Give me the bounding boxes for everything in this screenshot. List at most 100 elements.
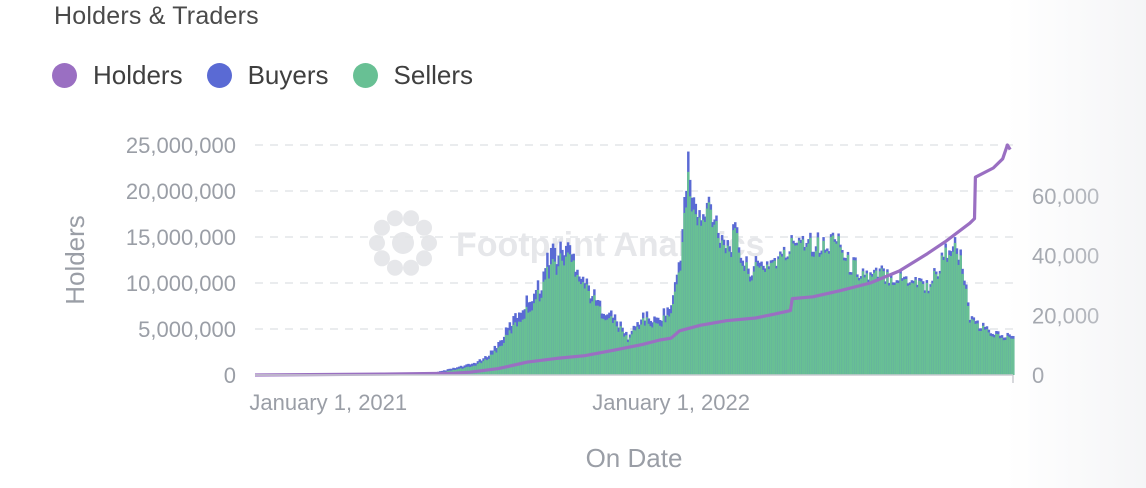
- bar-sellers: [987, 332, 991, 375]
- bar-sellers: [769, 263, 773, 375]
- bar-sellers: [568, 254, 572, 375]
- bar-sellers: [604, 320, 607, 375]
- bar-sellers: [641, 318, 645, 375]
- bar-sellers: [938, 273, 942, 375]
- bar-sellers: [713, 224, 716, 375]
- bar-sellers: [698, 217, 701, 375]
- legend-item-buyers[interactable]: Buyers: [206, 60, 329, 91]
- bar-sellers: [576, 274, 579, 375]
- bar-sellers: [950, 256, 953, 375]
- bar-sellers: [660, 326, 664, 375]
- bar-sellers: [533, 303, 536, 375]
- bar-sellers: [991, 336, 994, 375]
- bar-sellers: [504, 334, 508, 375]
- bar-sellers: [982, 325, 985, 375]
- bar-sellers: [486, 360, 489, 375]
- bar-sellers: [521, 319, 525, 375]
- bar-sellers: [628, 337, 632, 375]
- bar-sellers: [985, 329, 989, 375]
- bar-sellers: [677, 272, 681, 375]
- bar-sellers: [826, 251, 829, 375]
- bar-sellers: [538, 301, 542, 375]
- bar-sellers: [523, 318, 527, 375]
- bar-sellers: [792, 243, 795, 375]
- bar-sellers: [837, 236, 840, 375]
- bar-sellers: [980, 330, 983, 375]
- x-tick-label: January 1, 2021: [249, 390, 407, 415]
- bar-sellers: [491, 354, 495, 375]
- bar-sellers: [1000, 337, 1004, 375]
- bar-sellers: [572, 260, 575, 375]
- bar-sellers: [549, 264, 553, 375]
- bar-sellers: [976, 323, 979, 375]
- bar-sellers: [861, 271, 865, 375]
- bar-sellers: [512, 324, 515, 375]
- bar-sellers: [871, 276, 874, 375]
- bar-sellers: [852, 260, 855, 375]
- bar-sellers: [668, 316, 671, 375]
- bar-sellers: [561, 260, 564, 375]
- bar-sellers: [608, 318, 611, 375]
- bar-sellers: [1004, 339, 1008, 375]
- bar-sellers: [724, 253, 728, 375]
- bar-sellers: [696, 225, 699, 375]
- bar-sellers: [850, 274, 853, 375]
- bar-sellers: [478, 362, 482, 375]
- bar-sellers: [574, 276, 577, 375]
- bar-sellers: [811, 256, 814, 375]
- bar-sellers: [869, 275, 872, 375]
- bar-sellers: [929, 286, 932, 375]
- bar-sellers: [948, 255, 951, 375]
- legend-label-buyers: Buyers: [247, 60, 329, 90]
- bar-sellers: [715, 221, 718, 375]
- bar-sellers: [820, 254, 823, 375]
- bar-sellers: [482, 361, 485, 375]
- bar-sellers: [579, 283, 583, 375]
- bar-sellers: [773, 260, 776, 375]
- bar-sellers: [634, 330, 637, 375]
- legend-label-sellers: Sellers: [393, 60, 473, 90]
- bar-sellers: [797, 240, 801, 375]
- bar-sellers: [966, 305, 970, 375]
- bar-sellers: [816, 237, 820, 375]
- bar-sellers: [940, 255, 944, 375]
- bar-sellers: [687, 171, 690, 375]
- bar-sellers: [636, 326, 639, 375]
- bar-sellers: [899, 273, 902, 375]
- bar-sellers: [553, 261, 557, 375]
- x-tick-label: January 1, 2022: [592, 390, 750, 415]
- legend-swatch-buyers: [206, 63, 232, 88]
- bar-sellers: [1012, 338, 1015, 375]
- bar-sellers: [623, 336, 626, 375]
- bar-sellers: [564, 256, 568, 375]
- bar-sellers: [589, 303, 592, 375]
- bar-sellers: [914, 279, 917, 375]
- bar-sellers: [936, 278, 940, 375]
- legend-item-sellers[interactable]: Sellers: [352, 60, 473, 91]
- line-marks: [254, 143, 1012, 377]
- bar-sellers: [784, 260, 788, 375]
- y-left-tick-label: 5,000,000: [138, 317, 236, 342]
- bar-sellers: [779, 254, 782, 375]
- bar-sellers: [548, 278, 551, 375]
- bar-sellers: [910, 282, 914, 375]
- bar-sellers: [775, 268, 778, 375]
- bar-sellers: [756, 266, 760, 375]
- bar-sellers: [703, 221, 707, 375]
- bar-sellers: [904, 279, 908, 375]
- bar-sellers: [702, 219, 705, 375]
- bar-sellers: [728, 251, 731, 375]
- bar-sellers: [734, 228, 737, 375]
- bar-sellers: [906, 285, 910, 375]
- legend-item-holders[interactable]: Holders: [52, 60, 183, 91]
- bar-sellers: [878, 271, 882, 375]
- bar-sellers: [765, 264, 769, 375]
- bar-sellers: [818, 256, 822, 375]
- bar-sellers: [640, 324, 643, 375]
- bar-sellers: [525, 306, 528, 375]
- bar-sellers: [893, 284, 897, 375]
- bar-sellers: [596, 305, 600, 375]
- bar-sellers: [884, 283, 887, 375]
- bar-sellers: [606, 319, 609, 375]
